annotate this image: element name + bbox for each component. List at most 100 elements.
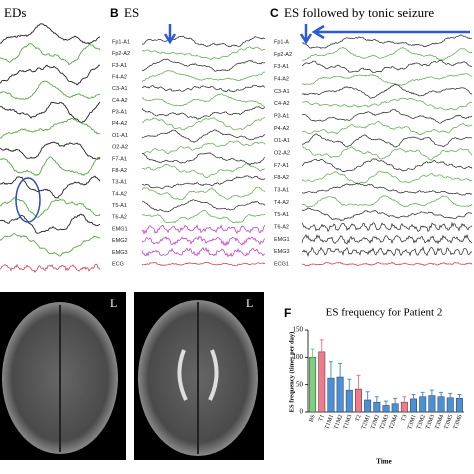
eeg-trace <box>141 116 266 131</box>
panel-b-title: ES <box>124 5 139 20</box>
side-label: L <box>246 296 253 310</box>
bar <box>309 357 317 413</box>
y-tick-label: 0 <box>300 408 304 416</box>
channel-label: O1-A1 <box>112 133 128 139</box>
bar <box>382 405 390 413</box>
bar <box>455 398 463 413</box>
channel-label: P4-A2 <box>274 126 289 132</box>
channel-label: P3-A1 <box>274 113 289 119</box>
eeg-trace <box>301 261 473 267</box>
channel-label: P4-A2 <box>112 121 127 127</box>
eeg-trace <box>301 46 473 61</box>
eeg-trace <box>141 129 266 143</box>
channel-label: F3-A1 <box>274 64 289 70</box>
channel-label: Fp2-A2 <box>274 52 292 58</box>
eeg-trace <box>301 34 472 49</box>
channel-label: C4-A2 <box>112 98 128 104</box>
channel-label: Fp1-A <box>274 39 289 45</box>
eeg-trace <box>301 146 473 161</box>
eeg-trace <box>0 232 101 257</box>
arrow <box>163 24 177 45</box>
eeg-trace <box>0 141 101 161</box>
eeg-trace <box>141 93 266 108</box>
panel-b-letter: B <box>110 6 119 20</box>
eeg-trace <box>141 186 266 201</box>
channel-label: C3-A1 <box>112 86 128 92</box>
x-axis-label: Time <box>376 458 391 466</box>
eeg-trace <box>0 156 101 177</box>
x-tick-label: T3M6 <box>453 414 464 430</box>
y-axis-label: ES frequency (times per day) <box>288 332 295 413</box>
x-tick-label: T2M3 <box>379 414 390 430</box>
y-tick-label: 50 <box>296 380 304 388</box>
bar <box>400 401 408 413</box>
eeg-trace <box>0 213 101 234</box>
panel-c-letter: C <box>270 6 279 20</box>
bar <box>345 389 353 413</box>
channel-label: T3-A1 <box>274 187 289 193</box>
eeg-trace <box>141 261 266 267</box>
eeg-trace <box>301 84 473 99</box>
bar <box>355 388 362 413</box>
channel-label: EMG1 <box>274 237 290 243</box>
channel-label: EMG2 <box>112 238 128 244</box>
channel-label: T5-A1 <box>274 212 289 218</box>
eeg-trace <box>301 182 473 196</box>
eeg-trace <box>301 221 473 233</box>
ventricles <box>177 349 219 401</box>
eeg-trace <box>141 46 266 61</box>
x-tick-label: T2M1 <box>361 414 372 430</box>
error-bar <box>365 391 370 400</box>
panel-c-title: ES followed by tonic seizure <box>284 5 434 20</box>
eeg-trace <box>0 42 101 66</box>
channel-label: F7-A1 <box>274 163 289 169</box>
error-bar <box>374 396 379 403</box>
eeg-trace <box>301 195 473 208</box>
eeg-trace <box>0 263 101 273</box>
bar <box>373 401 381 413</box>
x-tick-label: T1M3 <box>343 414 354 430</box>
eeg-trace <box>301 246 473 257</box>
panel-a-title: EDs <box>4 5 26 20</box>
error-bar <box>402 396 407 403</box>
eeg-trace <box>0 64 101 86</box>
eeg-trace <box>301 108 473 124</box>
x-tick-label: T3M5 <box>444 414 455 430</box>
x-tick-label: T3M3 <box>425 414 436 430</box>
eeg-traces <box>0 23 473 273</box>
error-bar <box>347 378 352 391</box>
bar <box>410 398 417 413</box>
bar <box>336 376 344 413</box>
eeg-trace <box>0 175 101 199</box>
x-tick-label: T2M2 <box>370 414 381 430</box>
channel-label: O2-A2 <box>274 150 290 156</box>
channel-label: T6-A2 <box>274 224 289 230</box>
bar <box>437 396 445 413</box>
eeg-trace <box>301 73 473 86</box>
x-tick-label: BS <box>309 414 317 423</box>
eeg-trace <box>141 106 266 120</box>
channel-label: T3-A1 <box>112 180 127 186</box>
side-label: L <box>110 296 117 310</box>
eeg-trace <box>141 175 266 189</box>
error-bar <box>439 391 444 397</box>
arrow <box>299 24 313 45</box>
eeg-trace <box>301 60 473 74</box>
channel-label: C3-A1 <box>274 89 290 95</box>
eeg-trace <box>0 197 101 219</box>
channel-label: EMG3 <box>112 250 128 256</box>
x-tick-label: T3 <box>401 414 409 422</box>
eeg-trace <box>141 224 266 235</box>
channel-label: P3-A1 <box>112 110 127 116</box>
channel-label: Fp2-A2 <box>112 51 130 57</box>
bar <box>364 399 372 413</box>
eeg-trace <box>141 35 266 48</box>
error-bar <box>411 394 416 399</box>
channel-label: F7-A1 <box>112 156 127 162</box>
eeg-trace <box>301 121 473 136</box>
channel-label: F8-A2 <box>112 168 127 174</box>
x-tick-label: T3M1 <box>407 414 418 430</box>
eeg-trace <box>301 97 473 111</box>
